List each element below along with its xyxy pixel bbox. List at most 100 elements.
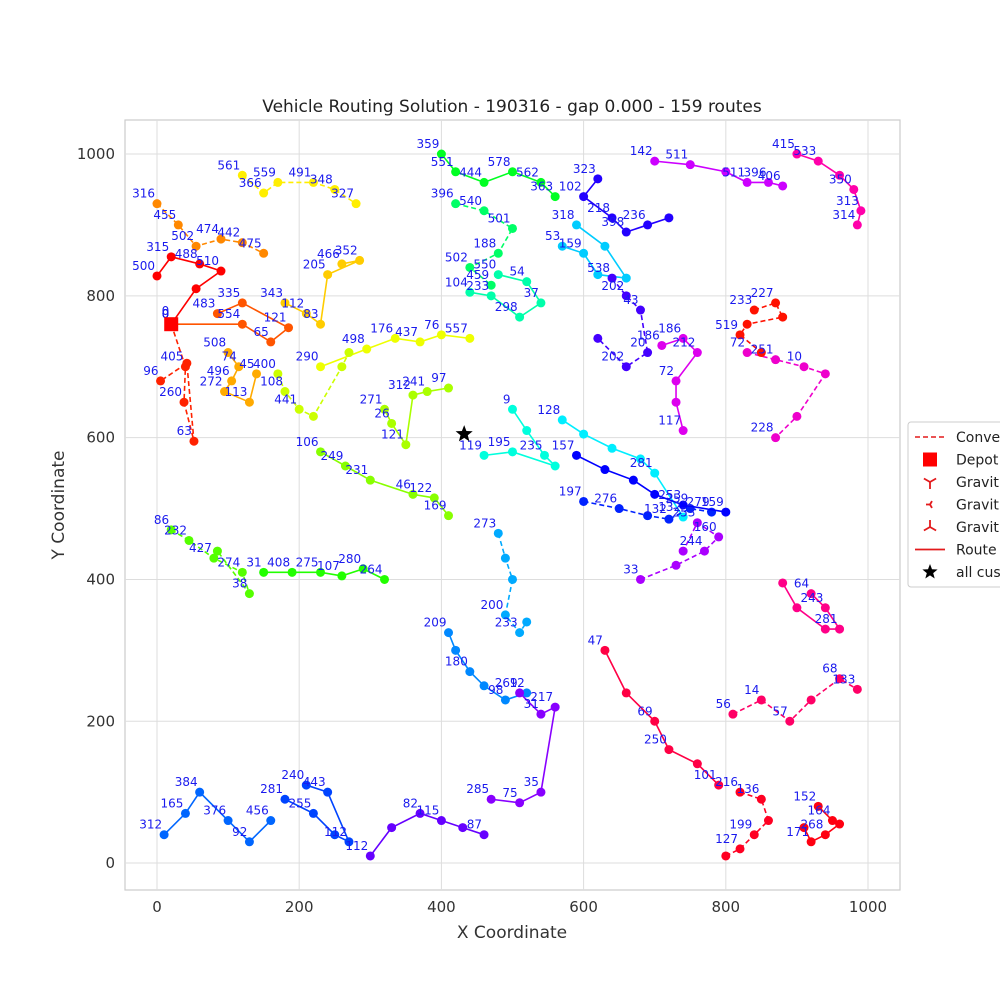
node-label: 37 <box>524 286 539 300</box>
node-label: 202 <box>601 350 624 364</box>
node-label: 405 <box>161 350 184 364</box>
node-label: 538 <box>587 261 610 275</box>
customer-point <box>280 298 290 308</box>
customer-point <box>508 404 517 414</box>
node-label: 0 <box>162 307 170 321</box>
node-label: 488 <box>175 247 198 261</box>
node-label: 316 <box>132 187 155 201</box>
customer-point <box>308 177 318 187</box>
node-label: 443 <box>303 775 326 789</box>
route-line <box>163 790 272 843</box>
node-label: 113 <box>225 385 248 399</box>
node-label: 557 <box>445 321 468 335</box>
customer-point <box>550 461 560 471</box>
node-label: 313 <box>836 194 859 208</box>
customer-point <box>714 532 724 542</box>
node-label: 343 <box>260 286 283 300</box>
customer-point <box>550 192 560 202</box>
customer-point <box>436 149 446 159</box>
node-label: 157 <box>552 438 575 452</box>
node-label: 233 <box>495 616 518 630</box>
legend-swatch-tri <box>929 526 937 532</box>
customer-point <box>182 358 192 368</box>
node-label: 68 <box>822 662 837 676</box>
customer-point <box>387 418 397 428</box>
customer-point <box>643 348 653 358</box>
customer-point <box>849 184 859 194</box>
node-label: 359 <box>416 137 439 151</box>
customer-point <box>650 468 660 478</box>
customer-point <box>522 617 532 627</box>
customer-point <box>852 684 862 694</box>
customer-point <box>600 645 610 655</box>
customer-point <box>778 312 788 322</box>
node-label: 502 <box>445 250 468 264</box>
customer-point <box>571 450 581 460</box>
node-label: 176 <box>370 321 393 335</box>
customer-point <box>763 816 773 826</box>
node-label: 281 <box>260 782 283 796</box>
node-label: 398 <box>601 215 624 229</box>
node-label: 562 <box>516 165 539 179</box>
customer-point <box>493 270 503 280</box>
legend-entry-label: Conve <box>956 430 1000 446</box>
node-label: 285 <box>466 782 489 796</box>
customer-point <box>266 816 276 826</box>
node-label: 112 <box>281 297 304 311</box>
route-line <box>320 334 470 368</box>
node-label: 519 <box>715 318 738 332</box>
customer-point <box>742 348 752 358</box>
customer-point <box>536 298 546 308</box>
node-label: 400 <box>253 357 276 371</box>
customer-point <box>678 546 688 556</box>
node-label: 197 <box>559 484 582 498</box>
customer-point <box>365 851 375 861</box>
x-tick-label: 1000 <box>849 898 887 916</box>
node-label: 108 <box>260 375 283 389</box>
node-label: 442 <box>217 226 240 240</box>
node-label: 578 <box>488 155 511 169</box>
customer-point <box>835 674 845 684</box>
node-label: 160 <box>694 520 717 534</box>
route-line <box>277 352 350 418</box>
node-label: 474 <box>196 222 219 236</box>
node-label: 43 <box>623 293 638 307</box>
customer-point <box>742 319 752 329</box>
node-label: 65 <box>253 325 268 339</box>
customer-point <box>273 369 283 379</box>
customer-point <box>189 436 199 446</box>
node-label: 455 <box>153 208 176 222</box>
node-label: 350 <box>829 172 852 186</box>
node-label: 82 <box>403 796 418 810</box>
customer-point <box>508 167 517 177</box>
customer-point <box>500 695 510 705</box>
customer-point <box>522 277 532 287</box>
customer-point <box>515 312 525 322</box>
customer-point <box>664 514 674 524</box>
customer-point <box>337 362 347 372</box>
node-label: 406 <box>758 169 781 183</box>
legend-swatch-tri <box>923 526 931 532</box>
node-label: 268 <box>800 818 823 832</box>
node-label: 104 <box>445 275 468 289</box>
customer-point <box>479 830 489 840</box>
node-label: 112 <box>345 839 368 853</box>
customer-point <box>650 156 660 166</box>
node-label: 459 <box>466 268 489 282</box>
customer-point <box>550 702 560 712</box>
node-label: 10 <box>787 350 802 364</box>
node-label: 199 <box>729 818 752 832</box>
customer-point <box>287 567 297 577</box>
customer-point <box>621 362 631 372</box>
customer-point <box>671 376 681 386</box>
customer-point <box>344 348 354 358</box>
all-customers-center-star <box>455 425 473 442</box>
node-label: 72 <box>730 336 745 350</box>
customer-point <box>179 397 189 407</box>
customer-point <box>195 787 205 797</box>
customer-point <box>735 787 745 797</box>
customer-point <box>500 610 510 620</box>
customer-point <box>166 252 176 262</box>
customer-point <box>515 688 525 698</box>
